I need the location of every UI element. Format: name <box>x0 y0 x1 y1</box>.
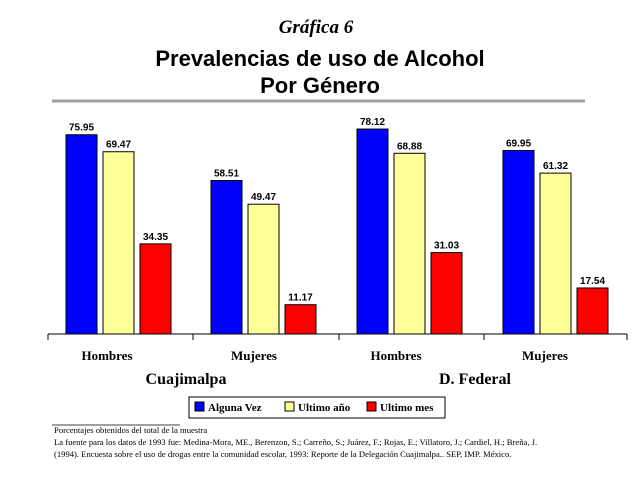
bar-alguna-vez <box>356 128 389 335</box>
data-label: 49.47 <box>251 192 276 203</box>
footer-note: Porcentajes obtenidos del total de la mu… <box>54 425 207 435</box>
footer-source: La fuente para los datos de 1993 fue: Me… <box>54 437 537 447</box>
x-axis-ticks <box>47 334 628 340</box>
data-label: 31.03 <box>434 241 459 252</box>
data-label: 68.88 <box>397 141 422 152</box>
category-label: Hombres <box>370 348 421 363</box>
group-label-d-federal: D. Federal <box>439 371 512 388</box>
data-label: 69.95 <box>506 138 531 149</box>
legend-label: Ultimo año <box>298 402 351 414</box>
bar-ultimo-ano <box>102 151 135 335</box>
category-label: Hombres <box>81 348 132 363</box>
legend-label: Ultimo mes <box>380 402 434 414</box>
legend-label: Alguna Vez <box>208 402 262 414</box>
category-label: Mujeres <box>522 348 568 363</box>
category-label: Mujeres <box>231 348 277 363</box>
group-label-cuajimalpa: Cuajimalpa <box>146 371 227 388</box>
bar-ultimo-mes <box>284 304 317 335</box>
legend-frame <box>188 396 446 419</box>
data-label: 78.12 <box>360 117 385 128</box>
bar-ultimo-mes <box>576 287 609 335</box>
legend: Alguna Vez Ultimo año Ultimo mes <box>188 396 446 419</box>
data-label: 75.95 <box>69 123 94 134</box>
data-label: 58.51 <box>214 168 239 179</box>
data-label: 61.32 <box>543 161 568 172</box>
chart-title: Prevalencias de uso de Alcohol <box>155 46 484 71</box>
legend-swatch-ultimo-ano <box>284 401 295 412</box>
bar-alguna-vez <box>502 149 535 335</box>
bar-alguna-vez <box>210 179 243 335</box>
plot-area: 75.95 69.47 34.35 58.51 49.47 11.17 78.12 68.88… <box>65 117 609 335</box>
chart-subtitle: Por Género <box>260 73 380 98</box>
data-label: 69.47 <box>106 140 131 151</box>
data-label: 34.35 <box>143 232 168 243</box>
chart-supertitle: Gráfica 6 <box>279 17 354 38</box>
bar-alguna-vez <box>65 134 98 335</box>
footer-source-cont: (1994). Encuesta sobre el uso de drogas … <box>54 449 511 459</box>
data-label: 11.17 <box>288 293 313 304</box>
bar-ultimo-ano <box>247 203 280 335</box>
bar-ultimo-ano <box>393 152 426 335</box>
bar-ultimo-ano <box>539 172 572 335</box>
bar-ultimo-mes <box>139 243 172 335</box>
legend-swatch-ultimo-mes <box>366 401 377 412</box>
legend-swatch-alguna-vez <box>194 401 205 412</box>
data-label: 17.54 <box>580 276 605 287</box>
bar-ultimo-mes <box>430 252 463 335</box>
